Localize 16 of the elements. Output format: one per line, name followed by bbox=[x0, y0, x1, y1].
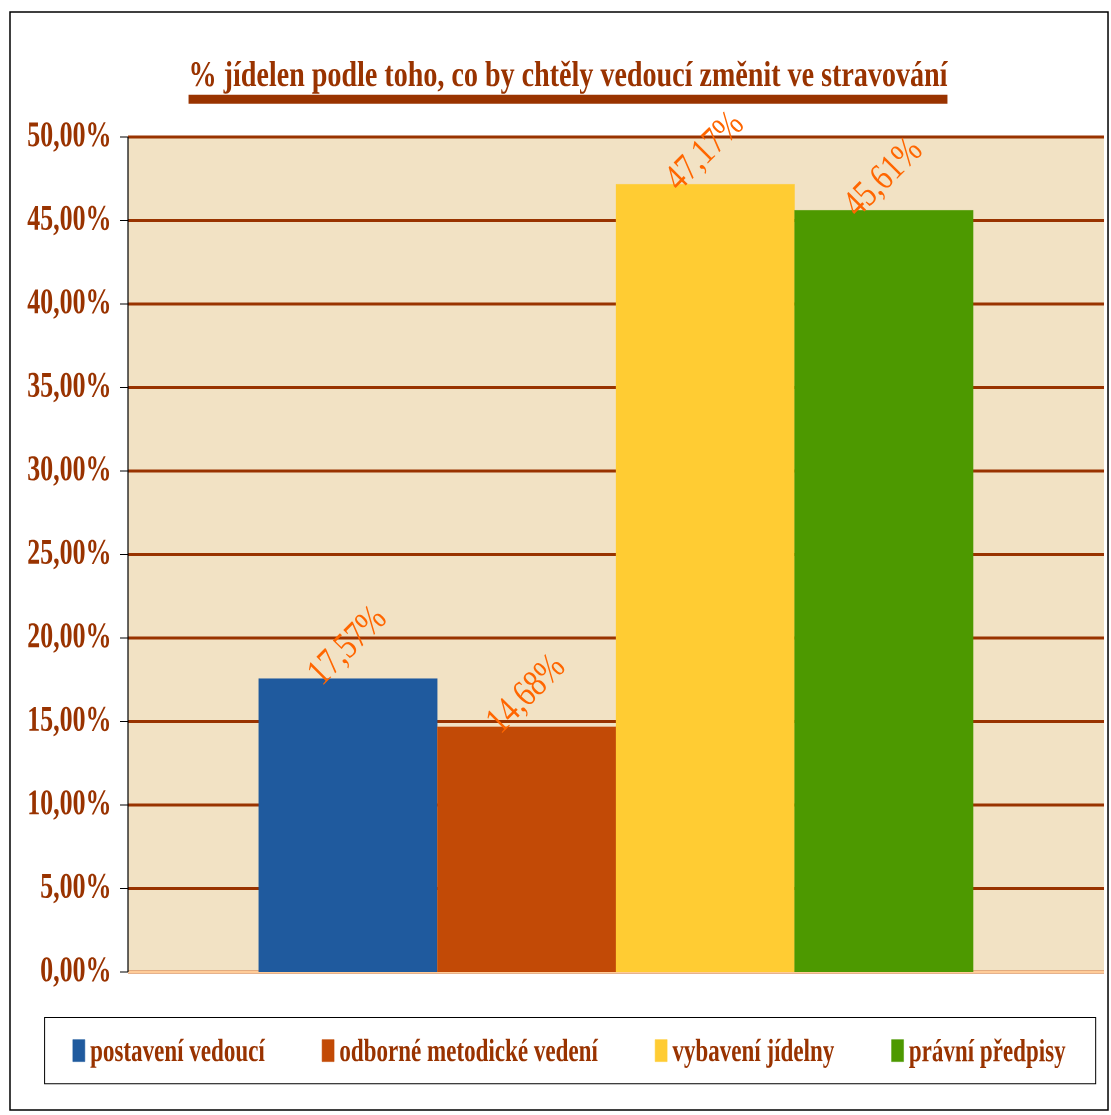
y-tick-label: 35,00% bbox=[28, 372, 110, 403]
y-tick-label: 50,00% bbox=[28, 122, 110, 152]
y-tick-label: 30,00% bbox=[28, 456, 110, 486]
y-tick-label: 10,00% bbox=[29, 790, 110, 820]
y-tick-label: 15,00% bbox=[29, 706, 110, 737]
y-tick-label: 0,00% bbox=[41, 957, 110, 987]
y-tick-label: 45,00% bbox=[27, 205, 110, 236]
y-tick-label: 40,00% bbox=[27, 289, 110, 319]
legend-label: vybavení jídelny bbox=[672, 1038, 835, 1068]
legend-label: právní předpisy bbox=[909, 1038, 1066, 1069]
chart-title: % jídelen podle toho, co by chtěly vedoucí změnit ve stravování bbox=[191, 60, 948, 94]
y-tick-label: 5,00% bbox=[41, 873, 110, 904]
legend-label: postavení vedoucí bbox=[90, 1038, 266, 1068]
legend-label: odborné metodické vedení bbox=[340, 1038, 599, 1062]
y-tick-label: 20,00% bbox=[28, 623, 110, 653]
y-tick-label: 25,00% bbox=[28, 539, 110, 570]
